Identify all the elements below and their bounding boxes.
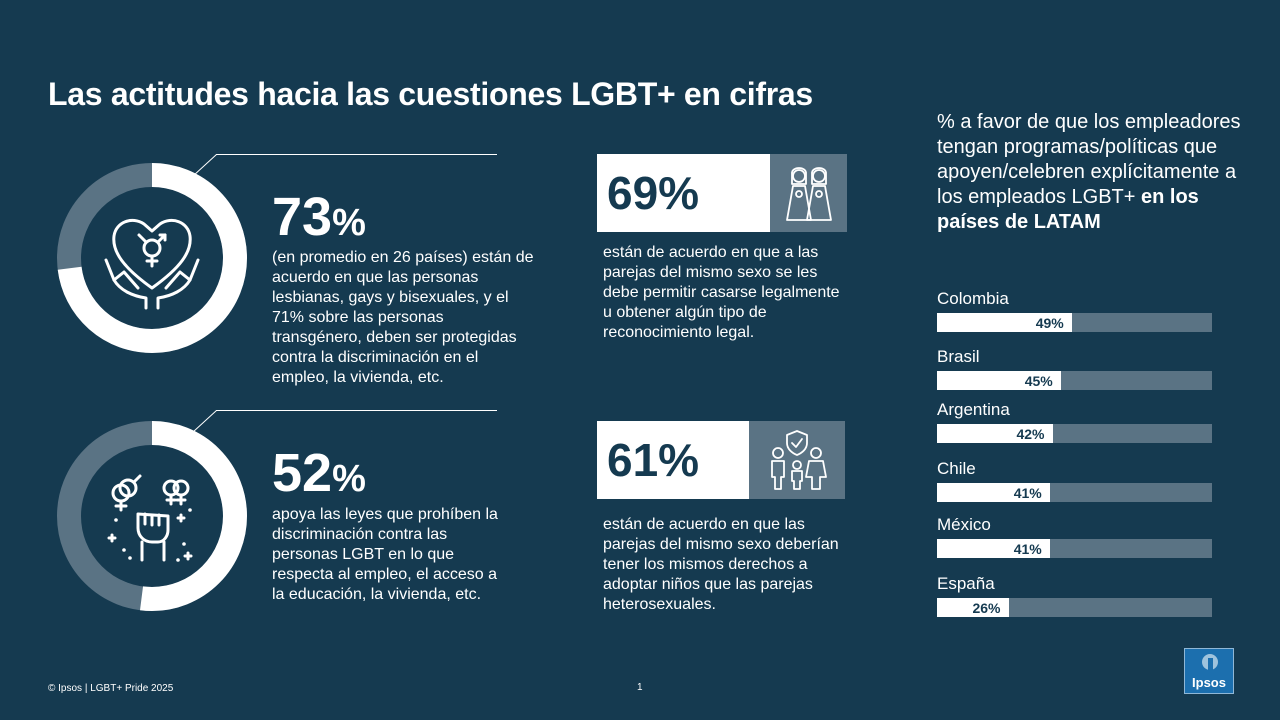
footer-copyright: © Ipsos | LGBT+ Pride 2025 [48, 683, 174, 694]
logo-text: Ipsos [1192, 675, 1226, 690]
heart-hands-gender-icon [104, 219, 200, 310]
sparkle-dots [114, 508, 192, 562]
page-title: Las actitudes hacia las cuestiones LGBT+… [48, 76, 813, 112]
stat-69-value: 69% [597, 154, 770, 232]
bar-track: 49% [937, 313, 1212, 332]
bar-value: 41% [937, 539, 1050, 558]
bar-value: 42% [937, 424, 1053, 443]
bar-category-label: Colombia [937, 289, 1009, 308]
raised-fist-gender-icon [107, 474, 193, 562]
stat-73-description: (en promedio en 26 países) están de acue… [272, 249, 534, 386]
stat-52-value: 52% [272, 443, 366, 503]
bar-track: 26% [937, 598, 1212, 617]
donut-73 [57, 163, 247, 353]
bar-value: 45% [937, 371, 1061, 390]
wedding-couple-icon [785, 167, 832, 221]
bar-track: 41% [937, 539, 1212, 558]
stat-61-icon-box [749, 421, 845, 499]
leader-line-2 [216, 410, 497, 411]
donut-value-arc [57, 163, 247, 353]
family-shield-icon [771, 430, 827, 490]
bar-value: 41% [937, 483, 1050, 502]
bar-value: 26% [937, 598, 1009, 617]
bar-category-label: Argentina [937, 400, 1010, 419]
leader-diagonal-2 [192, 410, 218, 433]
bar-track: 42% [937, 424, 1212, 443]
stat-73-value: 73% [272, 187, 366, 247]
stat-52-description: apoya las leyes que prohíben la discrimi… [272, 506, 498, 603]
bar-category-label: Chile [937, 459, 976, 478]
chart-title: % a favor de que los empleadores tengan … [937, 111, 1241, 233]
bar-category-label: México [937, 515, 991, 534]
bar-track: 41% [937, 483, 1212, 502]
stat-61-value: 61% [597, 421, 749, 499]
ipsos-logo: Ipsos [1184, 648, 1234, 694]
stat-69-icon-box [770, 154, 847, 232]
page-number: 1 [637, 682, 643, 693]
bar-category-label: Brasil [937, 347, 980, 366]
donut-52 [57, 421, 247, 611]
leader-line-1 [216, 154, 497, 155]
leader-diagonal-1 [192, 154, 218, 177]
bar-track: 45% [937, 371, 1212, 390]
stat-69-description: están de acuerdo en que a las parejas de… [603, 244, 840, 341]
bar-category-label: España [937, 574, 995, 593]
bar-value: 49% [937, 313, 1072, 332]
donut-value-arc [57, 421, 247, 611]
logo-mark-icon [1202, 654, 1218, 678]
stat-61-description: están de acuerdo en que las parejas del … [603, 516, 839, 613]
